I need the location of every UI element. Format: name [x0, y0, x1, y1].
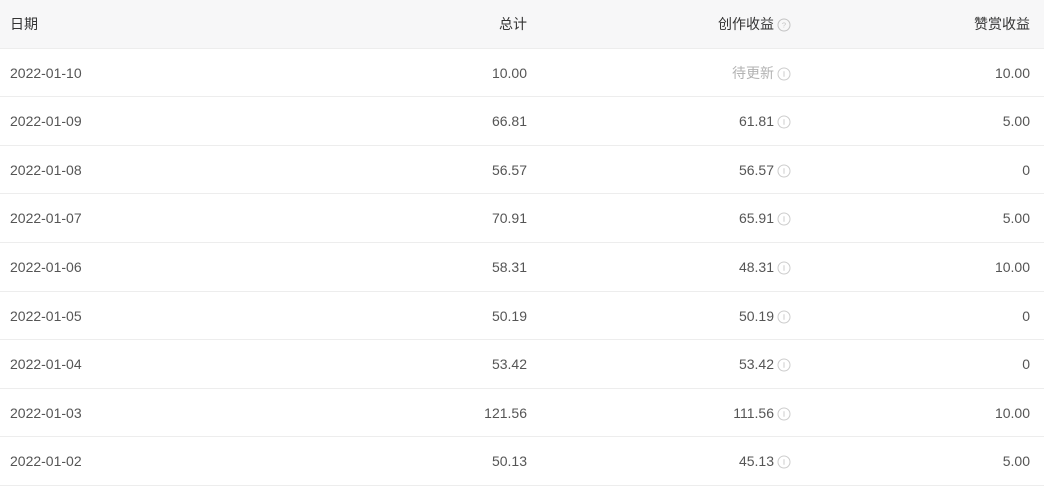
- svg-text:?: ?: [782, 21, 786, 30]
